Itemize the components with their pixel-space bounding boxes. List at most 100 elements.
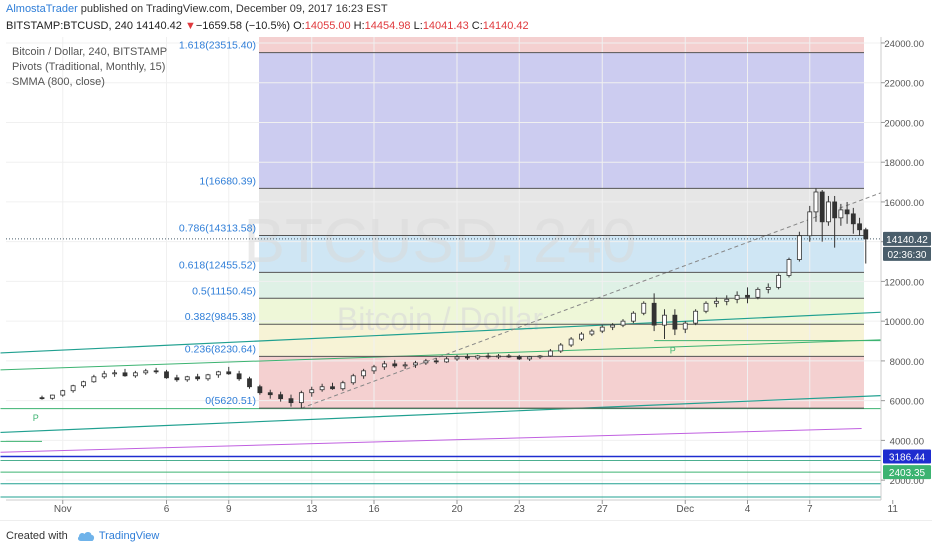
change-value: −1659.58 (−10.5%) (195, 20, 291, 32)
price-tick-label: 10000.00 (884, 317, 924, 328)
footer: Created with TradingView (0, 520, 932, 551)
fib-label: 0(5620.51) (205, 395, 256, 407)
candle-body (298, 392, 304, 404)
indicator-line (0, 427, 862, 453)
candle-body (143, 370, 149, 374)
fib-fill-top (259, 37, 864, 53)
time-tick-label: 6 (164, 504, 170, 515)
high-label: H: (353, 20, 365, 32)
price-badge-label: 3186.44 (889, 453, 926, 464)
price-tick-label: 2000.00 (890, 476, 924, 487)
candle-body (70, 385, 76, 392)
legend-symbol[interactable]: Bitcoin / Dollar, 240, BITSTAMP (12, 46, 168, 58)
fib-fill-band (259, 52, 864, 189)
price-badge (883, 465, 931, 480)
candle-body (350, 375, 356, 384)
close-label: C: (471, 20, 483, 32)
candle-body (226, 371, 232, 375)
created-with-label: Created with (6, 530, 68, 542)
chart-legend: Bitcoin / Dollar, 240, BITSTAMP Pivots (… (12, 45, 167, 90)
candle-body (662, 314, 667, 326)
candles (39, 188, 869, 409)
created-with: Created with TradingView (6, 530, 159, 542)
candle-body (672, 314, 678, 330)
candle-body (122, 372, 128, 377)
high-value: 14454.98 (364, 20, 411, 32)
time-tick-label: Dec (676, 504, 694, 515)
candle-body (433, 360, 439, 363)
candle-body (516, 356, 522, 360)
candle-body (857, 223, 862, 231)
candle-body (734, 294, 740, 300)
indicator-line (0, 338, 904, 371)
candle-body (278, 394, 284, 400)
candle-body (288, 398, 294, 404)
tradingview-brand[interactable]: TradingView (98, 530, 160, 542)
candle-body (558, 344, 564, 352)
candle-body (807, 211, 813, 237)
candle-body (579, 333, 584, 340)
candle-body (527, 356, 533, 360)
time-axis[interactable]: Nov 6 9 13 16 20 23 27 Dec 4 7 11 (6, 499, 898, 515)
legend-pivots[interactable]: Pivots (Traditional, Monthly, 15) (12, 61, 166, 73)
fib-label: 1.618(23515.40) (179, 40, 256, 52)
candle-body (464, 356, 470, 359)
legend-smma[interactable]: SMMA (800, close) (12, 76, 105, 88)
candle-body (184, 376, 190, 381)
candle-body (589, 330, 595, 335)
candle-body (60, 390, 66, 396)
candle-body (630, 312, 636, 322)
price-tick-label: 16000.00 (884, 198, 924, 209)
grid (6, 37, 894, 500)
candle-body (215, 371, 221, 376)
candle-body (537, 355, 543, 358)
price-tick-label: 12000.00 (884, 277, 924, 288)
price-tick-label: 18000.00 (884, 158, 924, 169)
candle-body (651, 302, 657, 326)
candle-body (703, 302, 709, 312)
pivot-marker: P (33, 413, 39, 423)
candle-body (844, 209, 850, 215)
price-badge (883, 449, 931, 464)
indicator-line (0, 394, 904, 434)
open-value: 14055.00 (304, 20, 351, 32)
time-tick-label: 13 (306, 504, 318, 515)
candle-body (81, 381, 86, 387)
candle-body (610, 324, 616, 328)
fib-label: 0.382(9845.38) (185, 311, 256, 323)
candle-body (153, 370, 159, 373)
last-price: 14140.42 (136, 20, 182, 32)
price-chart[interactable]: BTCUSD, 240 Bitcoin / Dollar 1.618(23515… (0, 0, 932, 520)
candle-body (786, 259, 792, 276)
time-tick-label: 7 (807, 504, 813, 515)
candle-body (485, 355, 491, 358)
candle-body (444, 358, 450, 363)
author-link[interactable]: AlmostaTrader (6, 3, 78, 15)
candle-body (340, 382, 346, 390)
price-tick-label: 22000.00 (884, 79, 924, 90)
candle-body (164, 371, 169, 379)
time-tick-label: 16 (368, 504, 380, 515)
candle-body (475, 355, 481, 359)
candle-body (39, 397, 45, 400)
price-axis[interactable]: 2000.00 4000.00 6000.00 8000.00 10000.00 1200… (880, 37, 932, 500)
fib-levels: 1.618(23515.40) 1(16680.39) 0.786(14313.58… (33, 40, 864, 423)
candle-body (101, 373, 107, 378)
price-axis-bg (881, 37, 932, 500)
candle-body (850, 213, 856, 225)
fib-label: 0.786(14313.58) (179, 222, 256, 234)
candle-body (309, 389, 315, 394)
candle-body (755, 288, 761, 298)
candle-body (765, 286, 771, 290)
candle-body (112, 372, 118, 375)
fib-fill-band (259, 272, 864, 299)
price-badge (883, 231, 931, 246)
candle-body (361, 370, 367, 377)
price-tick-label: 6000.00 (890, 397, 924, 408)
candle-body (247, 378, 252, 388)
quote-line: BITSTAMP:BTCUSD, 240 14140.42 ▼−1659.58 … (6, 20, 529, 32)
time-tick-label: Nov (54, 504, 72, 515)
fib-fill-band (259, 356, 864, 409)
candle-body (826, 201, 831, 223)
candle-body (745, 294, 750, 298)
